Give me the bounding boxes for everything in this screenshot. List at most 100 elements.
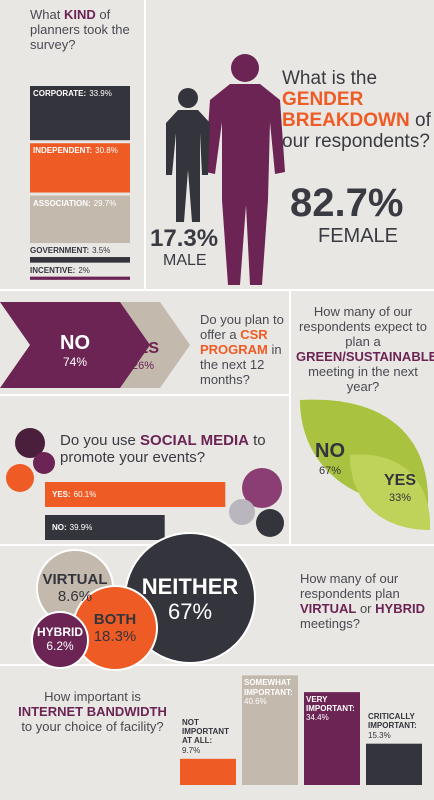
male-figure [166,88,210,222]
head [231,54,259,82]
label: BOTH [93,611,137,628]
linkedin-icon [256,509,284,537]
question-text: What is the [282,68,378,89]
question-emphasis: HYBRID [375,600,425,616]
value: 6.2% [46,638,74,653]
question-text: meeting in the next year? [308,363,418,394]
bar-label: VERY IMPORTANT: 34.4% [306,695,360,723]
bar [304,692,360,785]
segment [30,257,130,263]
question-text: to promote your events? [60,432,266,467]
question-emphasis: INTERNET BANDWIDTH [18,703,167,719]
value: 18.3% [93,628,137,646]
male-label: MALE [163,252,207,269]
value: 15.3% [368,730,391,740]
body [166,110,210,222]
green-yes-value: 33% [388,492,412,504]
question: What KIND of planners took the survey? [30,7,140,53]
instagram-icon [242,468,282,508]
green-yes-label: YES [383,472,416,489]
body [205,84,285,285]
value: 33.9% [89,89,112,98]
label: CRITICALLY IMPORTANT: [368,712,417,731]
value: 2% [78,265,90,275]
label: SOMEWHAT IMPORTANT: [244,678,293,697]
value: 8.6% [57,588,93,606]
bar-label: NOT IMPORTANT AT ALL: 9.7% [182,718,236,755]
label: INCENTIVE: [30,265,76,275]
question-text: Do you use [60,432,141,449]
question-text: in the next 12 months? [200,341,282,387]
csr-no [0,302,150,388]
question: Do you use SOCIAL MEDIA to promote your … [60,432,300,467]
question-text: How many of our respondents expect to pl… [299,304,427,349]
googleplus-icon [33,452,55,474]
value: 60.1% [73,490,97,499]
green-no-label: NO [315,440,345,462]
bar-label: SOMEWHAT IMPORTANT: 40.6% [244,678,298,706]
label: VERY IMPORTANT: [306,695,355,714]
bar [45,515,165,540]
question-emphasis: KIND [63,7,96,22]
segment-label: INDEPENDENT: 30.8% [33,146,118,155]
question-text: Do you plan to offer a [200,312,284,342]
question: What is the GENDER BREAKDOWN of our resp… [282,68,432,152]
question-emphasis: GENDER BREAKDOWN [282,89,410,131]
question-text: How many of our respondents plan [300,571,400,601]
segment [30,195,130,244]
segment-label: INCENTIVE: 2% [30,266,90,275]
bar-label: YES: 60.1% [52,490,96,499]
bubble [31,611,89,669]
pinterest-icon [6,464,34,492]
leaf-yes [350,454,431,530]
value: 3.5% [92,246,111,256]
question-text: How important is [44,689,141,704]
social-icons [6,428,284,537]
segment-label: ASSOCIATION: 29.7% [33,199,116,208]
question-emphasis: SOCIAL MEDIA [140,432,249,449]
value: 9.7% [182,745,201,755]
segment [30,143,130,193]
green-no-value: 67% [318,465,342,477]
question: How many of our respondents expect to pl… [296,304,434,395]
question: How many of our respondents plan VIRTUAL… [300,571,430,632]
twitter-icon [229,499,255,525]
value: 40.6% [244,696,267,706]
value: 30.8% [95,146,118,156]
question: How important is INTERNET BANDWIDTH to y… [15,689,170,735]
bar [180,758,236,785]
bar [242,675,298,785]
label: VIRTUAL [42,571,108,588]
segment-label: GOVERNMENT: 3.5% [30,246,110,255]
value: 39.9% [69,523,93,532]
head [178,88,198,108]
csr-yes-label: YES [126,340,159,357]
segment [30,276,130,280]
label: NEITHER [141,574,239,599]
bar [366,743,422,785]
facebook-icon [15,428,45,458]
question-text: What [30,7,64,22]
label: CORPORATE: [33,89,87,98]
question-text: meetings? [300,615,360,631]
question: Do you plan to offer a CSR PROGRAM in th… [200,312,290,388]
bubble-label: VIRTUAL 8.6% [37,571,113,606]
bubble-label: HYBRID 6.2% [32,625,88,654]
value: 34.4% [306,713,329,723]
question-text: of planners took the survey? [30,7,130,52]
bar-label: NO: 39.9% [52,523,92,532]
question-emphasis: GREEN/SUSTAINABLE [296,348,434,364]
label: HYBRID [36,625,83,639]
label: INDEPENDENT: [33,146,93,156]
value: 29.7% [93,198,117,208]
question-text: or [356,600,376,616]
label: NO: [52,523,67,532]
csr-no-label: NO [60,332,90,354]
label: YES: [52,490,71,499]
bar [45,482,226,507]
bubble-label: BOTH 18.3% [73,611,157,646]
value: 67% [167,599,213,625]
male-value: 17.3% [150,225,219,252]
segment [30,86,130,141]
